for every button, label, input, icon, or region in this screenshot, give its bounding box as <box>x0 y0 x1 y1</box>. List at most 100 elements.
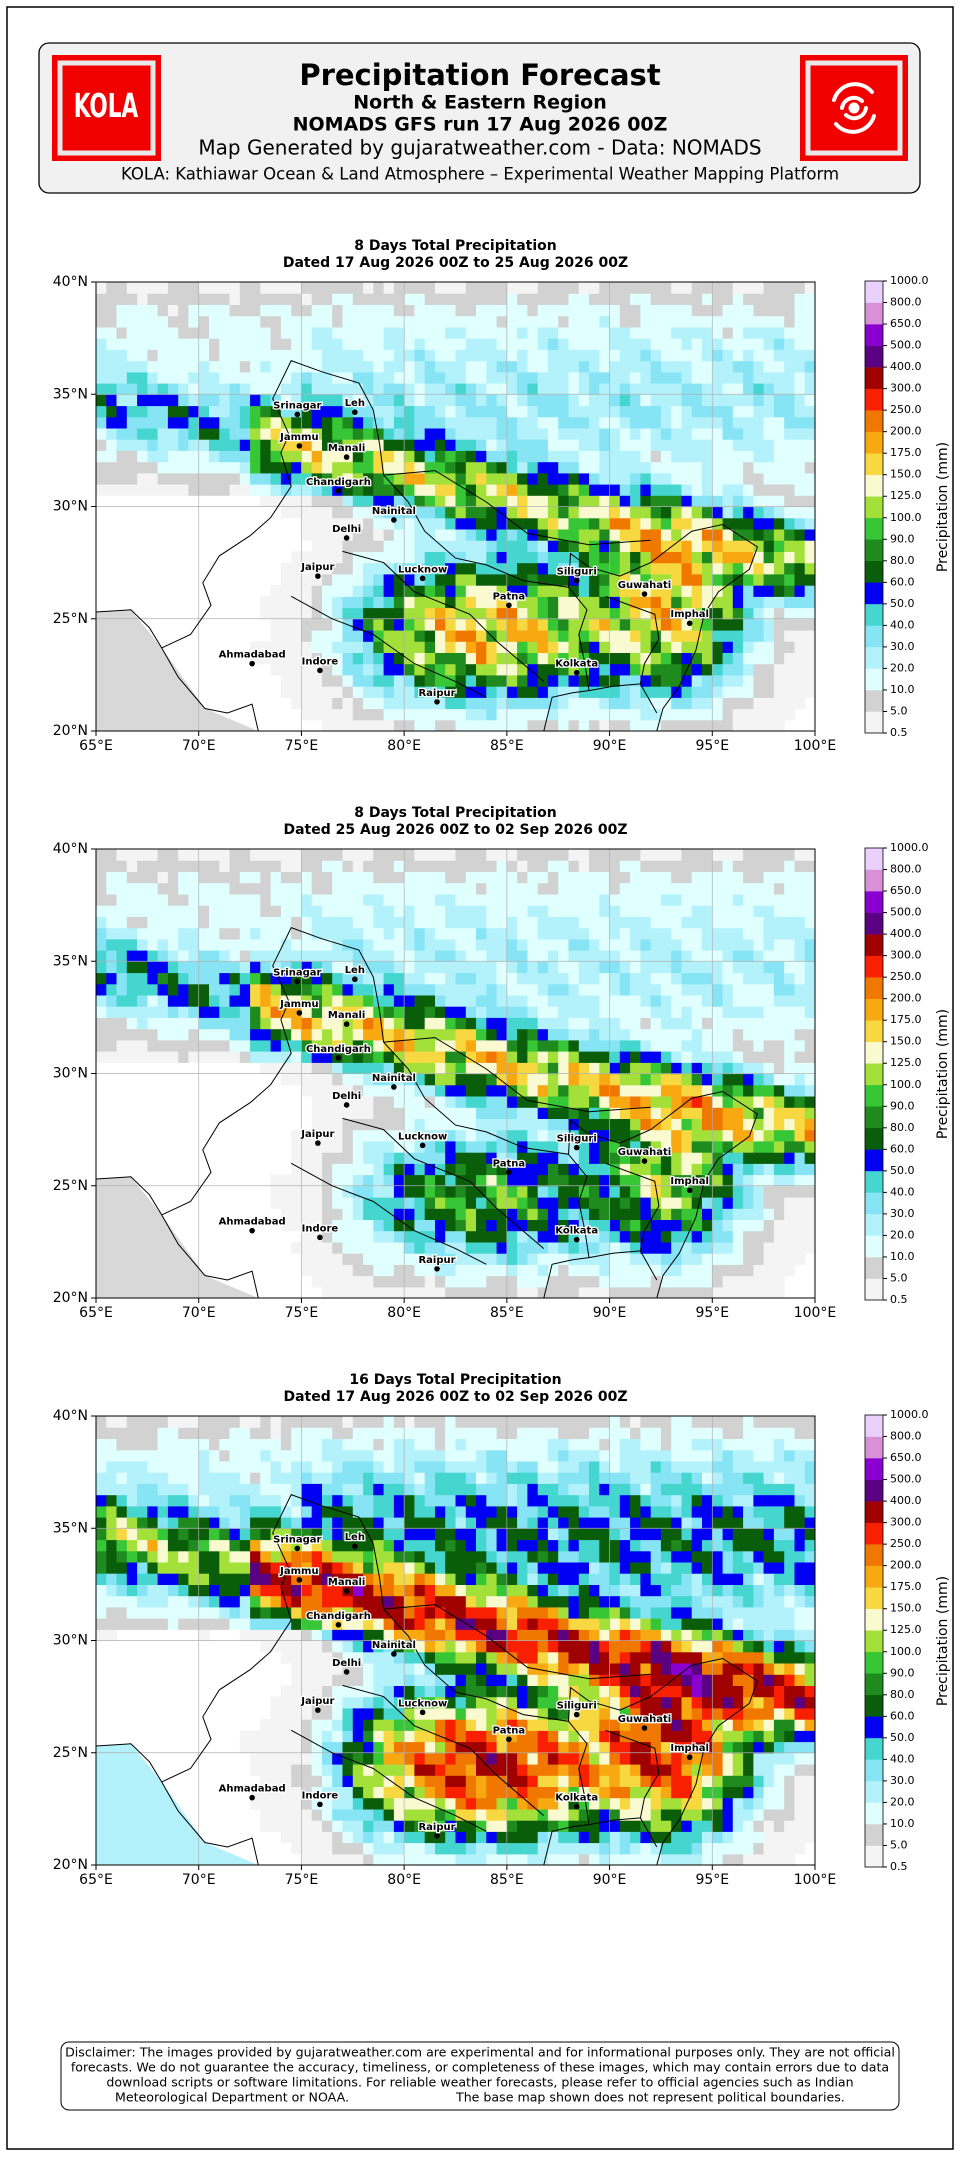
precip-cell <box>157 972 169 985</box>
precip-cell <box>352 674 364 687</box>
precip-cell <box>414 618 426 631</box>
precip-cell <box>116 472 128 485</box>
precip-cell <box>270 326 282 339</box>
precip-cell <box>496 1152 508 1164</box>
precip-cell <box>476 360 487 373</box>
precip-cell <box>804 994 815 1007</box>
precip-cell <box>722 641 734 653</box>
precip-cell <box>660 585 672 597</box>
precip-cell <box>435 927 446 940</box>
precip-cell <box>804 905 815 917</box>
precip-cell <box>435 882 446 895</box>
precip-cell <box>486 1253 498 1265</box>
precip-cell <box>291 282 303 294</box>
precip-cell <box>219 1028 231 1041</box>
precip-cell <box>455 293 467 305</box>
precip-cell <box>188 961 200 974</box>
precip-cell <box>547 630 559 642</box>
precip-cell <box>198 938 210 951</box>
precip-cell <box>527 1129 539 1142</box>
precip-cell <box>435 652 446 665</box>
precip-cell <box>322 1129 333 1142</box>
precip-cell <box>465 719 477 731</box>
precip-cell <box>691 994 703 1007</box>
precip-cell <box>404 1185 415 1198</box>
precip-cell <box>558 1006 570 1018</box>
precip-cell <box>280 293 292 305</box>
precip-cell <box>763 1152 775 1164</box>
precip-cell <box>229 1028 241 1041</box>
precip-cell <box>280 1017 292 1030</box>
precip-cell <box>558 528 570 541</box>
precip-cell <box>260 972 272 985</box>
logo-swirl <box>832 82 876 134</box>
precip-cell <box>743 630 754 642</box>
precip-cell <box>753 293 765 305</box>
precip-cell <box>363 1118 374 1131</box>
precip-cell <box>630 528 641 541</box>
precip-cell <box>250 905 261 917</box>
precip-cell <box>630 1152 641 1164</box>
precip-cell <box>630 293 641 305</box>
precip-cell <box>209 484 220 496</box>
precip-cell <box>763 394 775 407</box>
precip-cell <box>660 596 672 609</box>
precip-cell <box>619 1230 631 1243</box>
precip-cell <box>455 893 467 906</box>
precip-cell <box>722 360 734 373</box>
precip-cell <box>404 893 415 906</box>
precip-cell <box>671 1073 683 1086</box>
precip-cell <box>455 1107 467 1119</box>
precip-cell <box>558 472 570 485</box>
precip-cell <box>537 360 549 373</box>
precip-cell <box>712 950 724 962</box>
precip-cell <box>393 349 405 362</box>
precip-cell <box>773 708 785 721</box>
precip-cell <box>229 282 241 294</box>
precip-cell <box>650 994 662 1007</box>
precip-cell <box>435 528 446 541</box>
precip-cell <box>619 630 631 642</box>
precip-cell <box>517 1163 528 1176</box>
precip-cell <box>537 405 549 418</box>
precip-cell <box>609 860 621 872</box>
precip-cell <box>671 484 683 496</box>
precip-cell <box>578 573 590 586</box>
precip-cell <box>732 326 744 339</box>
precip-cell <box>280 849 292 861</box>
precip-cell <box>260 484 272 496</box>
precip-cell <box>568 882 580 895</box>
precip-cell <box>671 1140 683 1153</box>
precip-cell <box>270 1197 282 1209</box>
precip-cell <box>291 472 303 485</box>
precip-cell <box>527 383 539 395</box>
precip-cell <box>209 871 220 884</box>
precip-cell <box>732 450 744 463</box>
precip-cell <box>619 1028 631 1041</box>
precip-cell <box>691 950 703 962</box>
precip-cell <box>589 472 600 485</box>
precip-cell <box>352 540 364 552</box>
precip-cell <box>702 450 713 463</box>
precip-cell <box>804 1197 815 1209</box>
precip-cell <box>373 405 385 418</box>
precip-cell <box>743 484 754 496</box>
precip-cell <box>496 663 508 676</box>
precip-cell <box>137 416 148 429</box>
precip-cell <box>270 950 282 962</box>
precip-cell <box>517 1241 528 1254</box>
precip-cell <box>311 1219 323 1232</box>
precip-cell <box>404 994 415 1007</box>
precip-cell <box>383 1062 395 1075</box>
precip-cell <box>239 293 251 305</box>
precip-cell <box>660 972 672 985</box>
disclaimer-line: Disclaimer: The images provided by gujar… <box>65 2045 895 2060</box>
precip-cell <box>291 1219 303 1232</box>
precip-cell <box>568 1062 580 1075</box>
precip-cell <box>619 950 631 962</box>
precip-cell <box>239 938 251 951</box>
precip-cell <box>352 1107 364 1119</box>
precip-cell <box>517 394 528 407</box>
precip-cell <box>96 961 107 974</box>
precip-cell <box>147 326 159 339</box>
